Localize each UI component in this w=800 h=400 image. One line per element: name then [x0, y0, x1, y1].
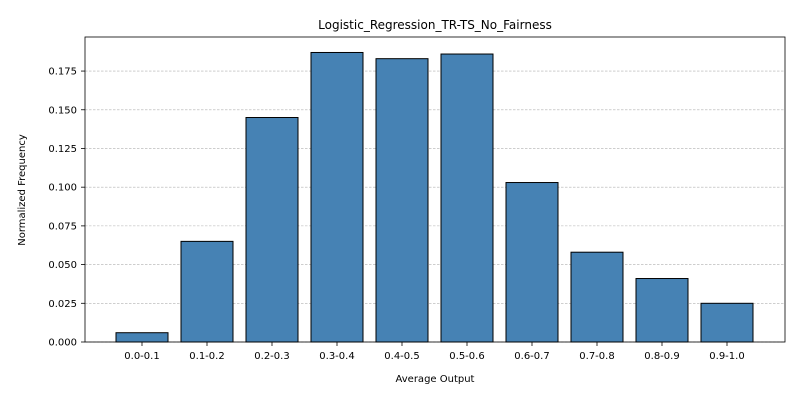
- bar-0.6-0.7: [505, 182, 559, 343]
- plot-frame: [84, 36, 786, 343]
- x-tick-label: 0.5-0.6: [449, 351, 484, 362]
- y-axis-title: Normalized Frequency: [17, 134, 28, 246]
- y-tick-label: 0.050: [48, 260, 77, 271]
- bar-0.7-0.8: [570, 251, 624, 343]
- bar-0.0-0.1: [115, 332, 169, 343]
- bar-0.2-0.3: [245, 117, 299, 343]
- x-tick-label: 0.3-0.4: [319, 351, 354, 362]
- x-tick-label: 0.8-0.9: [644, 351, 679, 362]
- x-tick-label: 0.7-0.8: [579, 351, 614, 362]
- y-tick-label: 0.150: [48, 105, 77, 116]
- bar-0.9-1.0: [700, 302, 754, 343]
- y-tick-label: 0.175: [48, 67, 77, 78]
- x-tick-label: 0.1-0.2: [189, 351, 224, 362]
- x-axis-title: Average Output: [396, 374, 475, 385]
- bar-0.5-0.6: [440, 53, 494, 343]
- chart-title: Logistic_Regression_TR-TS_No_Fairness: [318, 18, 552, 32]
- x-tick-label: 0.6-0.7: [514, 351, 549, 362]
- x-tick-label: 0.2-0.3: [254, 351, 289, 362]
- bars: [115, 51, 754, 343]
- y-tick-label: 0.000: [48, 338, 77, 349]
- y-tick-label: 0.125: [48, 144, 77, 155]
- y-tick-label: 0.100: [48, 183, 77, 194]
- y-tick-label: 0.025: [48, 299, 77, 310]
- bar-0.8-0.9: [635, 278, 689, 343]
- x-tick-label: 0.9-1.0: [709, 351, 744, 362]
- bar-0.1-0.2: [180, 240, 234, 343]
- bar-0.3-0.4: [310, 51, 364, 343]
- axes: [84, 36, 786, 343]
- x-tick-label: 0.4-0.5: [384, 351, 419, 362]
- ticks: 0.000 0.025 0.050 0.075 0.100 0.125 0.150 0.175…: [48, 67, 744, 362]
- bar-0.4-0.5: [375, 58, 429, 343]
- y-tick-label: 0.075: [48, 221, 77, 232]
- x-tick-label: 0.0-0.1: [124, 351, 159, 362]
